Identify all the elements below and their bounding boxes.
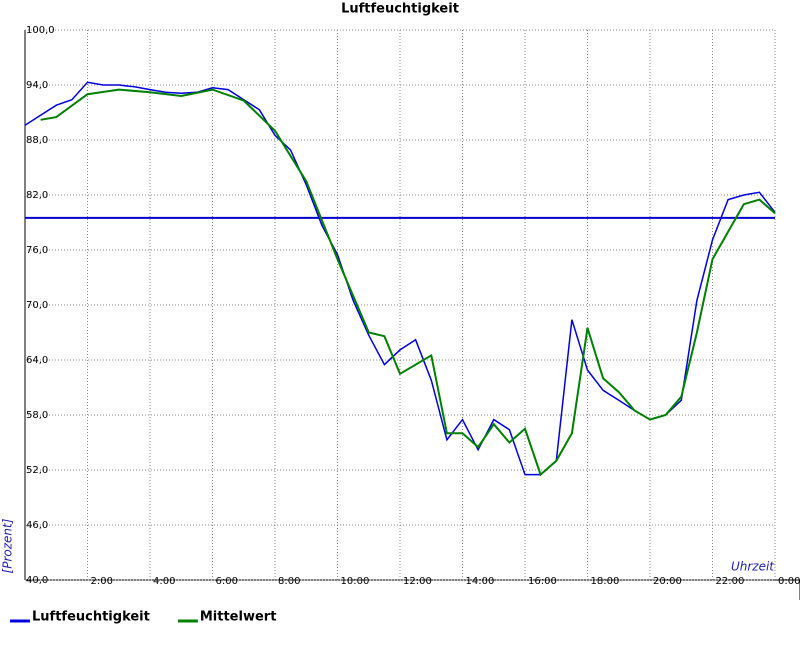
x-tick-label: 14:00 [466,576,495,587]
y-tick-label: 58,0 [26,410,48,421]
x-tick-label: 10:00 [341,576,370,587]
legend: Luftfeuchtigkeit Mittelwert [10,610,276,625]
x-tick-label: 12:00 [403,576,432,587]
y-axis-label: [Prozent] [1,518,15,573]
legend-label: Mittelwert [200,610,277,625]
x-tick-label: 6:00 [216,576,238,587]
x-tick-label: 18:00 [591,576,620,587]
y-tick-label: 88,0 [26,135,48,146]
data-line [40,88,776,477]
y-tick-label: 100,0 [26,25,55,36]
x-tick-label: 22:00 [716,576,745,587]
y-tick-label: 94,0 [26,80,48,91]
x-axis-label: Uhrzeit [731,560,775,574]
y-tick-label: 64,0 [26,355,48,366]
y-tick-label: 40,0 [26,575,48,586]
x-tick-label: 2:00 [91,576,113,587]
legend-label: Luftfeuchtigkeit [32,610,150,625]
x-tick-label: 20:00 [653,576,682,587]
x-tick-label: 0:00 [778,576,800,587]
x-tick-label: 8:00 [278,576,300,587]
chart-title: Luftfeuchtigkeit [341,2,459,17]
x-tick-label: 16:00 [528,576,557,587]
y-tick-label: 76,0 [26,245,48,256]
x-tick-label: 4:00 [153,576,175,587]
y-tick-label: 70,0 [26,300,48,311]
y-tick-label: 46,0 [26,520,48,531]
y-tick-label: 52,0 [26,465,48,476]
y-tick-label: 82,0 [26,190,48,201]
